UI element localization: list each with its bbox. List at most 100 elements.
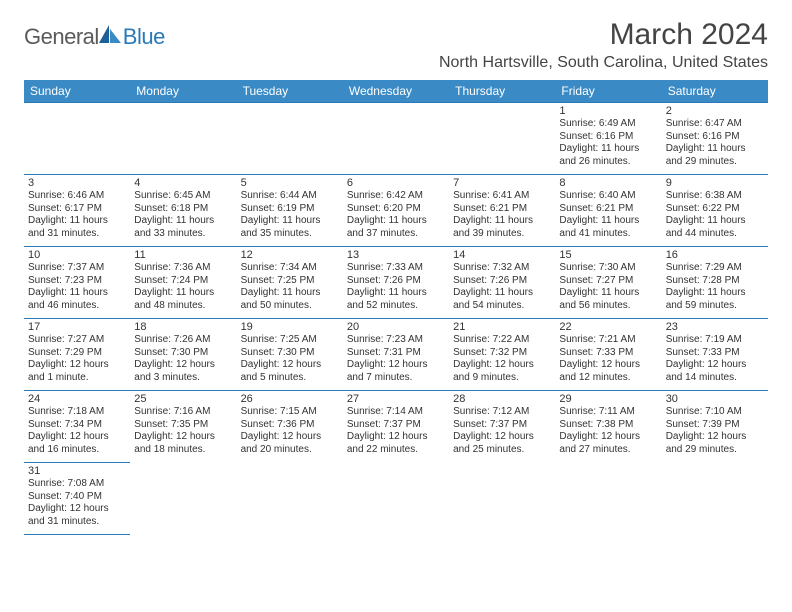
empty-cell: [662, 463, 768, 535]
day-info: Sunrise: 6:40 AMSunset: 6:21 PMDaylight:…: [559, 190, 657, 240]
day-number: 12: [241, 249, 339, 261]
day-number: 17: [28, 321, 126, 333]
day-cell: 14Sunrise: 7:32 AMSunset: 7:26 PMDayligh…: [449, 247, 555, 319]
day-cell: 7Sunrise: 6:41 AMSunset: 6:21 PMDaylight…: [449, 175, 555, 247]
day-info: Sunrise: 7:26 AMSunset: 7:30 PMDaylight:…: [134, 334, 232, 384]
day-cell: 19Sunrise: 7:25 AMSunset: 7:30 PMDayligh…: [237, 319, 343, 391]
empty-cell: [237, 463, 343, 535]
day-info: Sunrise: 7:30 AMSunset: 7:27 PMDaylight:…: [559, 262, 657, 312]
calendar-row: 24Sunrise: 7:18 AMSunset: 7:34 PMDayligh…: [24, 391, 768, 463]
sunset-text: Sunset: 7:34 PM: [28, 419, 126, 432]
day-number: 15: [559, 249, 657, 261]
day-info: Sunrise: 6:47 AMSunset: 6:16 PMDaylight:…: [666, 118, 764, 168]
day-number: 20: [347, 321, 445, 333]
day-number: 10: [28, 249, 126, 261]
day-cell: 12Sunrise: 7:34 AMSunset: 7:25 PMDayligh…: [237, 247, 343, 319]
daylight-text: Daylight: 12 hours and 22 minutes.: [347, 431, 445, 456]
sunrise-text: Sunrise: 7:36 AM: [134, 262, 232, 275]
sunset-text: Sunset: 7:36 PM: [241, 419, 339, 432]
sunrise-text: Sunrise: 7:08 AM: [28, 478, 126, 491]
day-cell: 28Sunrise: 7:12 AMSunset: 7:37 PMDayligh…: [449, 391, 555, 463]
sunrise-text: Sunrise: 7:14 AM: [347, 406, 445, 419]
day-info: Sunrise: 7:22 AMSunset: 7:32 PMDaylight:…: [453, 334, 551, 384]
daylight-text: Daylight: 12 hours and 14 minutes.: [666, 359, 764, 384]
day-info: Sunrise: 6:45 AMSunset: 6:18 PMDaylight:…: [134, 190, 232, 240]
day-number: 7: [453, 177, 551, 189]
sunset-text: Sunset: 7:24 PM: [134, 275, 232, 288]
sunrise-text: Sunrise: 6:40 AM: [559, 190, 657, 203]
sunset-text: Sunset: 6:19 PM: [241, 203, 339, 216]
calendar-header-row: SundayMondayTuesdayWednesdayThursdayFrid…: [24, 80, 768, 103]
day-info: Sunrise: 7:36 AMSunset: 7:24 PMDaylight:…: [134, 262, 232, 312]
sunrise-text: Sunrise: 7:12 AM: [453, 406, 551, 419]
page-title: March 2024: [610, 18, 768, 52]
day-info: Sunrise: 7:12 AMSunset: 7:37 PMDaylight:…: [453, 406, 551, 456]
sunrise-text: Sunrise: 7:30 AM: [559, 262, 657, 275]
day-cell: 13Sunrise: 7:33 AMSunset: 7:26 PMDayligh…: [343, 247, 449, 319]
daylight-text: Daylight: 12 hours and 16 minutes.: [28, 431, 126, 456]
day-header-tuesday: Tuesday: [237, 80, 343, 103]
sunset-text: Sunset: 7:25 PM: [241, 275, 339, 288]
sunrise-text: Sunrise: 6:46 AM: [28, 190, 126, 203]
calendar-body: 1Sunrise: 6:49 AMSunset: 6:16 PMDaylight…: [24, 103, 768, 535]
day-cell: 23Sunrise: 7:19 AMSunset: 7:33 PMDayligh…: [662, 319, 768, 391]
day-number: 1: [559, 105, 657, 117]
sunset-text: Sunset: 7:32 PM: [453, 347, 551, 360]
sail-icon: [99, 25, 121, 43]
day-info: Sunrise: 7:15 AMSunset: 7:36 PMDaylight:…: [241, 406, 339, 456]
sunset-text: Sunset: 7:30 PM: [134, 347, 232, 360]
location-subtitle: North Hartsville, South Carolina, United…: [24, 54, 768, 72]
day-cell: 5Sunrise: 6:44 AMSunset: 6:19 PMDaylight…: [237, 175, 343, 247]
day-info: Sunrise: 7:37 AMSunset: 7:23 PMDaylight:…: [28, 262, 126, 312]
sunrise-text: Sunrise: 7:27 AM: [28, 334, 126, 347]
day-info: Sunrise: 6:46 AMSunset: 6:17 PMDaylight:…: [28, 190, 126, 240]
daylight-text: Daylight: 11 hours and 41 minutes.: [559, 215, 657, 240]
sunrise-text: Sunrise: 7:25 AM: [241, 334, 339, 347]
day-info: Sunrise: 7:23 AMSunset: 7:31 PMDaylight:…: [347, 334, 445, 384]
sunrise-text: Sunrise: 6:42 AM: [347, 190, 445, 203]
day-cell: 26Sunrise: 7:15 AMSunset: 7:36 PMDayligh…: [237, 391, 343, 463]
day-number: 14: [453, 249, 551, 261]
day-info: Sunrise: 7:08 AMSunset: 7:40 PMDaylight:…: [28, 478, 126, 528]
daylight-text: Daylight: 11 hours and 39 minutes.: [453, 215, 551, 240]
empty-cell: [555, 463, 661, 535]
day-info: Sunrise: 7:10 AMSunset: 7:39 PMDaylight:…: [666, 406, 764, 456]
sunrise-text: Sunrise: 7:37 AM: [28, 262, 126, 275]
empty-cell: [449, 463, 555, 535]
empty-cell: [24, 103, 130, 175]
day-number: 31: [28, 465, 126, 477]
sunset-text: Sunset: 7:29 PM: [28, 347, 126, 360]
calendar-row: 3Sunrise: 6:46 AMSunset: 6:17 PMDaylight…: [24, 175, 768, 247]
sunrise-text: Sunrise: 6:41 AM: [453, 190, 551, 203]
day-number: 4: [134, 177, 232, 189]
sunrise-text: Sunrise: 7:10 AM: [666, 406, 764, 419]
day-number: 3: [28, 177, 126, 189]
header: General Blue March 2024: [24, 18, 768, 52]
day-info: Sunrise: 7:16 AMSunset: 7:35 PMDaylight:…: [134, 406, 232, 456]
day-number: 5: [241, 177, 339, 189]
day-info: Sunrise: 7:34 AMSunset: 7:25 PMDaylight:…: [241, 262, 339, 312]
sunrise-text: Sunrise: 7:15 AM: [241, 406, 339, 419]
day-cell: 20Sunrise: 7:23 AMSunset: 7:31 PMDayligh…: [343, 319, 449, 391]
sunrise-text: Sunrise: 7:33 AM: [347, 262, 445, 275]
daylight-text: Daylight: 12 hours and 3 minutes.: [134, 359, 232, 384]
day-cell: 16Sunrise: 7:29 AMSunset: 7:28 PMDayligh…: [662, 247, 768, 319]
daylight-text: Daylight: 11 hours and 50 minutes.: [241, 287, 339, 312]
day-cell: 29Sunrise: 7:11 AMSunset: 7:38 PMDayligh…: [555, 391, 661, 463]
sunset-text: Sunset: 7:40 PM: [28, 491, 126, 504]
day-cell: 6Sunrise: 6:42 AMSunset: 6:20 PMDaylight…: [343, 175, 449, 247]
daylight-text: Daylight: 11 hours and 29 minutes.: [666, 143, 764, 168]
empty-cell: [237, 103, 343, 175]
logo-word2: Blue: [123, 24, 165, 50]
sunrise-text: Sunrise: 7:29 AM: [666, 262, 764, 275]
day-header-friday: Friday: [555, 80, 661, 103]
sunset-text: Sunset: 6:22 PM: [666, 203, 764, 216]
daylight-text: Daylight: 11 hours and 37 minutes.: [347, 215, 445, 240]
sunrise-text: Sunrise: 7:19 AM: [666, 334, 764, 347]
day-cell: 8Sunrise: 6:40 AMSunset: 6:21 PMDaylight…: [555, 175, 661, 247]
sunset-text: Sunset: 6:21 PM: [559, 203, 657, 216]
sunset-text: Sunset: 6:18 PM: [134, 203, 232, 216]
day-number: 25: [134, 393, 232, 405]
sunrise-text: Sunrise: 7:11 AM: [559, 406, 657, 419]
calendar-table: SundayMondayTuesdayWednesdayThursdayFrid…: [24, 80, 768, 535]
